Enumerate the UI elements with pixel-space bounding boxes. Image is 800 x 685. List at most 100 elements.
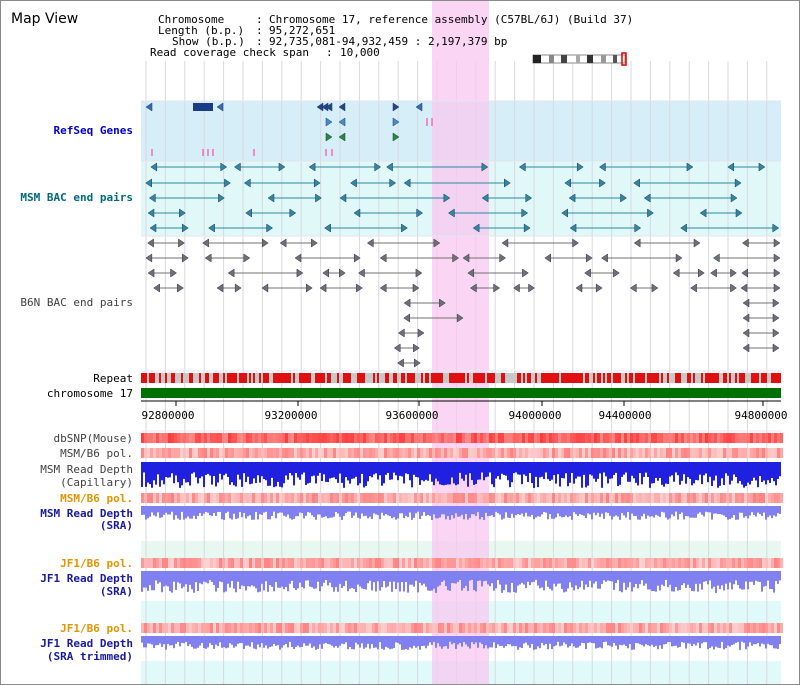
msm-read-depth-capillary-bar (307, 462, 309, 484)
msm-b6-pol-sra-heat (618, 493, 621, 503)
msm-b6-pol-sra-heat (399, 493, 402, 503)
dbsnp-heat (651, 433, 654, 443)
msm-read-depth-sra-bar (437, 506, 439, 519)
msm-read-depth-sra-bar (349, 506, 351, 512)
jf1-read-depth-trimmed-bar (511, 636, 513, 647)
msm-read-depth-sra-bar (393, 506, 395, 518)
track-label-jf1-read-depth-trimmed[interactable]: JF1 Read Depth (40, 637, 133, 650)
track-label-msm-read-depth-capillary[interactable]: MSM Read Depth (40, 463, 133, 476)
jf1-read-depth-sra-bar (327, 571, 329, 586)
msm-b6-pol-heat (720, 448, 723, 458)
dbsnp-heat (396, 433, 399, 443)
jf1-b6-pol-trimmed-heat (375, 623, 378, 633)
track-label-chromosome[interactable]: chromosome 17 (46, 387, 133, 400)
info-show-key: Show (b.p.) (172, 35, 245, 48)
jf1-b6-pol-heat (315, 558, 318, 568)
jf1-b6-pol-trimmed-heat (573, 623, 576, 633)
jf1-read-depth-sra-bar (203, 571, 205, 582)
msm-read-depth-capillary-bar (215, 462, 217, 487)
jf1-read-depth-trimmed-bar (571, 636, 573, 644)
msm-read-depth-capillary-bar (403, 462, 405, 484)
msm-b6-pol-heat (318, 448, 321, 458)
msm-b6-pol-sra-heat (267, 493, 270, 503)
msm-read-depth-capillary-bar (325, 462, 327, 482)
msm-read-depth-capillary-bar (745, 462, 747, 487)
jf1-b6-pol-trimmed-heat (609, 623, 612, 633)
track-label-refseq-genes[interactable]: RefSeq Genes (53, 124, 133, 137)
msm-read-depth-capillary-bar (277, 462, 279, 482)
msm-b6-pol-sra-heat (585, 493, 588, 503)
msm-read-depth-capillary-bar (321, 462, 323, 482)
b6n-bac-pair-end (366, 238, 374, 248)
jf1-b6-pol-heat (156, 558, 159, 568)
repeat-segment (433, 373, 435, 383)
track-label-msm-read-depth-sra[interactable]: MSM Read Depth (40, 507, 133, 520)
track-label-b6n-bac[interactable]: B6N BAC end pairs (20, 296, 133, 309)
repeat-segment (181, 373, 183, 383)
msm-b6-pol-heat (654, 448, 657, 458)
jf1-read-depth-trimmed-bar (229, 636, 231, 644)
msm-b6-pol-heat (738, 448, 741, 458)
msm-b6-pol-heat (630, 448, 633, 458)
msm-bac-pair-end (576, 162, 584, 172)
msm-b6-pol-heat (756, 448, 759, 458)
msm-read-depth-sra-bar (319, 506, 321, 515)
jf1-read-depth-trimmed-bar (451, 636, 453, 645)
jf1-b6-pol-trimmed-heat (165, 623, 168, 633)
msm-b6-pol-sra-heat (564, 493, 567, 503)
info-show-value: 92,735,081-94,932,459 : 2,197,379 bp (269, 35, 508, 48)
msm-read-depth-capillary-bar (221, 462, 223, 480)
repeat-segment (597, 373, 599, 383)
msm-b6-pol-heat (327, 448, 330, 458)
jf1-read-depth-trimmed-bar (737, 636, 739, 643)
jf1-b6-pol-heat (627, 558, 630, 568)
jf1-read-depth-sra-bar (665, 571, 667, 580)
msm-b6-pol-heat (273, 448, 276, 458)
jf1-read-depth-sra-bar (237, 571, 239, 582)
msm-b6-pol-sra-heat (390, 493, 393, 503)
track-label-dbsnp[interactable]: dbSNP(Mouse) (53, 432, 133, 445)
msm-read-depth-sra-bar (609, 506, 611, 516)
msm-read-depth-capillary-bar (465, 462, 467, 475)
jf1-read-depth-sra-bar (409, 571, 411, 585)
track-label-repeat[interactable]: Repeat (93, 372, 133, 385)
dbsnp-heat (411, 433, 414, 443)
msm-read-depth-capillary-bar (637, 462, 639, 486)
jf1-read-depth-trimmed-bar (385, 636, 387, 647)
track-label-msm-bac[interactable]: MSM BAC end pairs (20, 191, 133, 204)
jf1-read-depth-sra-bar (683, 571, 685, 584)
msm-read-depth-capillary-bar (763, 462, 765, 481)
jf1-b6-pol-heat (771, 558, 774, 568)
repeat-segment (385, 373, 387, 383)
b6n-bac-pair-end (633, 238, 641, 248)
jf1-read-depth-trimmed-bar (607, 636, 609, 646)
track-label-msm-b6-pol[interactable]: MSM/B6 pol. (60, 447, 133, 460)
msm-read-depth-sra-bar (317, 506, 319, 515)
jf1-read-depth-sra-bar (393, 571, 395, 582)
jf1-read-depth-trimmed-bar (631, 636, 633, 650)
msm-read-depth-sra-bar (773, 506, 775, 516)
msm-read-depth-capillary-bar (703, 462, 705, 476)
track-label-jf1-read-depth-sra[interactable]: JF1 Read Depth (40, 572, 133, 585)
msm-read-depth-sra-bar (769, 506, 771, 516)
msm-b6-pol-sra-heat (753, 493, 756, 503)
jf1-b6-pol-trimmed-heat (321, 623, 324, 633)
jf1-b6-pol-trimmed-heat (546, 623, 549, 633)
repeat-segment (765, 373, 767, 383)
jf1-read-depth-sra-bar (425, 571, 427, 587)
jf1-read-depth-trimmed-bar (611, 636, 613, 647)
jf1-b6-pol-heat (549, 558, 552, 568)
msm-read-depth-capillary-bar (409, 462, 411, 481)
track-label-jf1-b6-pol[interactable]: JF1/B6 pol. (60, 557, 133, 570)
jf1-read-depth-trimmed-bar (681, 636, 683, 643)
jf1-b6-pol-heat (195, 558, 198, 568)
jf1-read-depth-sra-bar (145, 571, 147, 588)
track-label-jf1-b6-pol-trimmed[interactable]: JF1/B6 pol. (60, 622, 133, 635)
track-label-msm-b6-pol-sra[interactable]: MSM/B6 pol. (60, 492, 133, 505)
repeat-segment (309, 373, 311, 383)
msm-b6-pol-sra-heat (756, 493, 759, 503)
jf1-b6-pol-trimmed-heat (582, 623, 585, 633)
dbsnp-heat (288, 433, 291, 443)
jf1-read-depth-sra-bar (517, 571, 519, 586)
